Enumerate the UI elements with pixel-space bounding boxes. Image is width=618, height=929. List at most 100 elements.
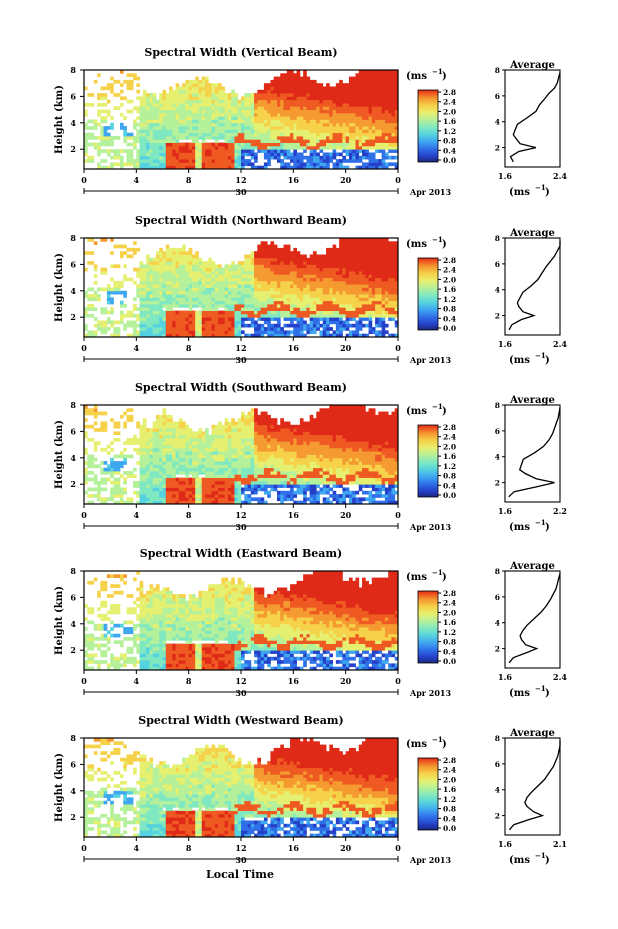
heatmap-cell (345, 106, 350, 110)
heatmap-cell (260, 330, 265, 335)
heatmap-cell (309, 287, 314, 292)
heatmap-cell (365, 126, 369, 130)
heatmap-cell (231, 307, 235, 311)
heatmap-cell (169, 96, 173, 101)
heatmap-cell (136, 317, 140, 321)
heatmap-cell (178, 304, 183, 308)
heatmap-cell (155, 451, 160, 455)
heatmap-cell (178, 132, 183, 137)
heatmap-cell (345, 165, 350, 170)
heatmap-cell (103, 487, 108, 492)
heatmap-cell (244, 310, 248, 315)
heatmap-cell (332, 284, 337, 288)
heatmap-cell (234, 139, 239, 143)
heatmap-cell (87, 126, 91, 130)
heatmap-cell (391, 73, 396, 77)
heatmap-cell (368, 251, 373, 255)
heatmap-cell (198, 129, 203, 134)
heatmap-cell (133, 119, 137, 124)
heatmap-cell (84, 307, 88, 311)
heatmap-cell (306, 274, 311, 278)
heatmap-cell (159, 490, 163, 495)
heatmap-cell (231, 327, 235, 331)
heatmap-cell (146, 93, 150, 97)
heatmap-cell (368, 277, 373, 282)
heatmap-cell (312, 83, 317, 87)
heatmap-cell (211, 93, 216, 97)
heatmap-cell (142, 136, 147, 140)
heatmap-cell (84, 434, 88, 439)
heatmap-cell (198, 165, 203, 170)
heatmap-cell (394, 313, 399, 318)
heatmap-cell (188, 106, 193, 110)
heatmap-cell (136, 165, 140, 170)
heatmap-cell (185, 264, 190, 269)
heatmap-cell (126, 152, 131, 157)
heatmap-cell (139, 457, 144, 462)
heatmap-cell (352, 290, 356, 295)
heatmap-cell (208, 267, 212, 272)
heatmap-cell (208, 274, 212, 278)
heatmap-cell (290, 304, 294, 308)
heatmap-cell (103, 142, 108, 147)
heatmap-cell (283, 136, 288, 140)
heatmap-cell (87, 251, 91, 255)
heatmap-cell (198, 261, 203, 265)
heatmap-cell (136, 290, 140, 295)
heatmap-cell (106, 444, 111, 449)
heatmap-cell (224, 119, 229, 124)
heatmap-cell (116, 490, 121, 495)
heatmap-cell (214, 122, 219, 127)
heatmap-cell (306, 159, 311, 163)
heatmap-cell (316, 116, 320, 120)
heatmap-cell (303, 86, 307, 91)
heatmap-cell (345, 152, 350, 157)
heatmap-cell (244, 317, 248, 321)
heatmap-cell (326, 86, 330, 91)
heatmap-cell (267, 327, 271, 331)
heatmap-cell (391, 112, 396, 117)
heatmap-cell (371, 251, 376, 255)
heatmap-cell (195, 267, 199, 272)
heatmap-cell (241, 320, 245, 325)
heatmap-cell (273, 287, 278, 292)
heatmap-cell (241, 271, 245, 275)
heatmap-cell (201, 284, 206, 288)
heatmap-cell (211, 103, 216, 107)
heatmap-cell (224, 96, 229, 101)
heatmap-cell (345, 264, 350, 269)
heatmap-cell (208, 317, 212, 321)
heatmap-cell (316, 152, 320, 157)
heatmap-cell (119, 70, 124, 74)
heatmap-cell (110, 76, 114, 81)
heatmap-cell (309, 145, 314, 150)
heatmap-cell (178, 142, 183, 147)
heatmap-cell (267, 304, 271, 308)
heatmap-cell (162, 257, 167, 262)
heatmap-cell (394, 162, 399, 167)
heatmap-cell (316, 271, 320, 275)
heatmap-cell (250, 300, 255, 305)
heatmap-cell (381, 241, 386, 245)
heatmap-cell (368, 112, 373, 117)
heatmap-cell (162, 106, 167, 110)
heatmap-cell (368, 310, 373, 315)
heatmap-cell (329, 116, 333, 120)
heatmap-cell (378, 99, 383, 104)
heatmap-cell (375, 129, 379, 134)
heatmap-cell (103, 165, 108, 170)
heatmap-cell (182, 86, 186, 91)
heatmap-cell (276, 149, 281, 153)
heatmap-cell (329, 119, 333, 124)
heatmap-cell (309, 129, 314, 134)
heatmap-cell (339, 271, 343, 275)
heatmap-cell (146, 165, 150, 170)
heatmap-cell (100, 93, 105, 97)
x-tick-label: 8 (186, 343, 192, 353)
heatmap-cell (345, 238, 350, 242)
heatmap-cell (185, 287, 190, 292)
heatmap-cell (90, 126, 95, 130)
heatmap-cell (100, 327, 105, 331)
heatmap-cell (165, 484, 170, 488)
heatmap-cell (365, 313, 369, 318)
